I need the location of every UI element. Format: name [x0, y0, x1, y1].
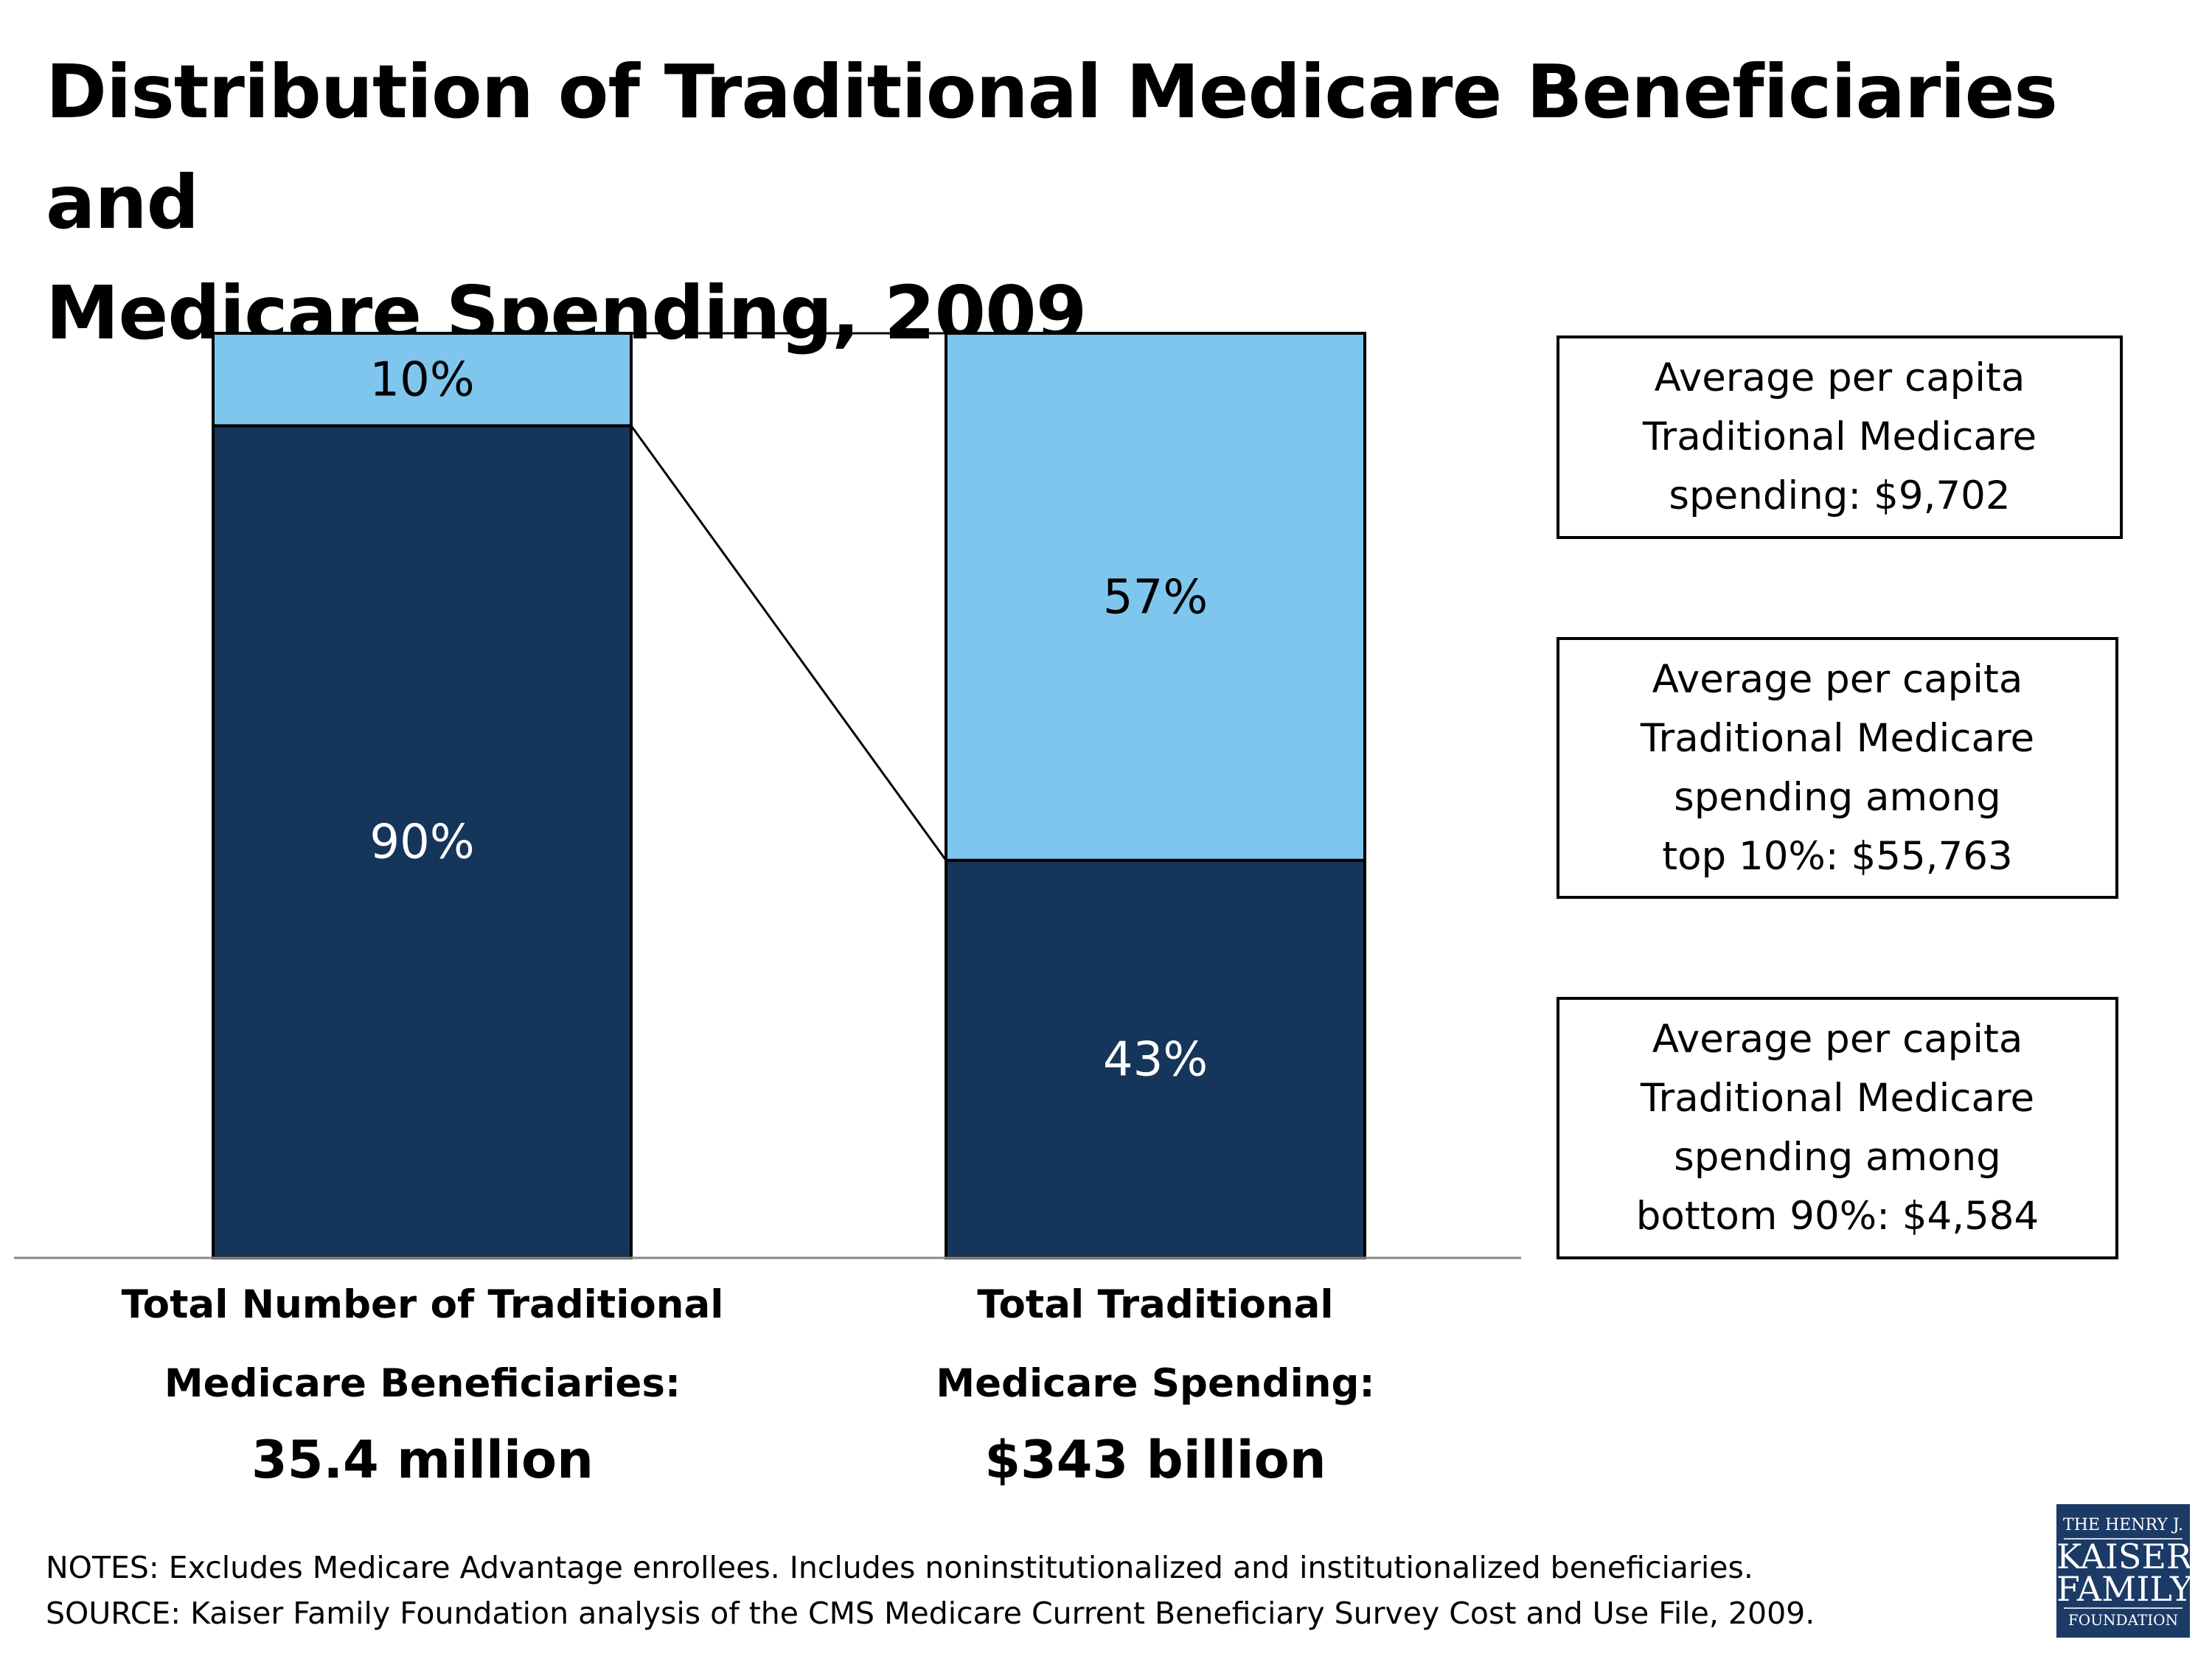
annotation-text: Average per capita Traditional Medicare … [1642, 355, 2037, 518]
logo-line: THE HENRY J. [2063, 1516, 2183, 1534]
category-value: 35.4 million [251, 1430, 594, 1490]
annotation-text: Average per capita Traditional Medicare … [1640, 656, 2035, 879]
annotation-box-top10: Average per capita Traditional Medicare … [1557, 637, 2118, 899]
bar-segment-top [945, 332, 1366, 862]
bar-segment-bottom [945, 858, 1366, 1259]
bar-segment-top [212, 332, 633, 428]
data-label: 43% [1103, 1032, 1208, 1087]
chart-title: Distribution of Traditional Medicare Ben… [46, 37, 2212, 369]
connector-line [630, 425, 947, 861]
bar-segment-bottom [212, 424, 633, 1259]
logo-line: FOUNDATION [2067, 1611, 2179, 1629]
category-label-beneficiaries: Total Number of Traditional Medicare Ben… [54, 1265, 791, 1497]
footnotes: NOTES: Excludes Medicare Advantage enrol… [46, 1545, 1815, 1636]
logo-line: KAISER [2056, 1537, 2192, 1576]
notes-text: NOTES: Excludes Medicare Advantage enrol… [46, 1550, 1753, 1585]
logo-divider [2064, 1538, 2183, 1540]
title-line-1: Distribution of Traditional Medicare Ben… [46, 49, 2058, 246]
data-label: 90% [369, 815, 474, 870]
kff-logo: THE HENRY J. KAISER FAMILY FOUNDATION [2056, 1504, 2193, 1638]
logo-divider [2064, 1607, 2183, 1609]
category-label-text: Total Traditional Medicare Spending: [936, 1282, 1375, 1406]
source-text: SOURCE: Kaiser Family Foundation analysi… [46, 1596, 1815, 1631]
data-label: 10% [369, 353, 474, 408]
category-label-spending: Total Traditional Medicare Spending: $34… [787, 1265, 1524, 1497]
category-label-text: Total Number of Traditional Medicare Ben… [121, 1282, 724, 1406]
logo-line: FAMILY [2056, 1569, 2193, 1609]
annotation-box-overall: Average per capita Traditional Medicare … [1557, 335, 2123, 539]
category-value: $343 billion [984, 1430, 1326, 1490]
annotation-box-bottom90: Average per capita Traditional Medicare … [1557, 997, 2118, 1259]
annotation-text: Average per capita Traditional Medicare … [1635, 1017, 2039, 1239]
data-label: 57% [1103, 570, 1208, 625]
